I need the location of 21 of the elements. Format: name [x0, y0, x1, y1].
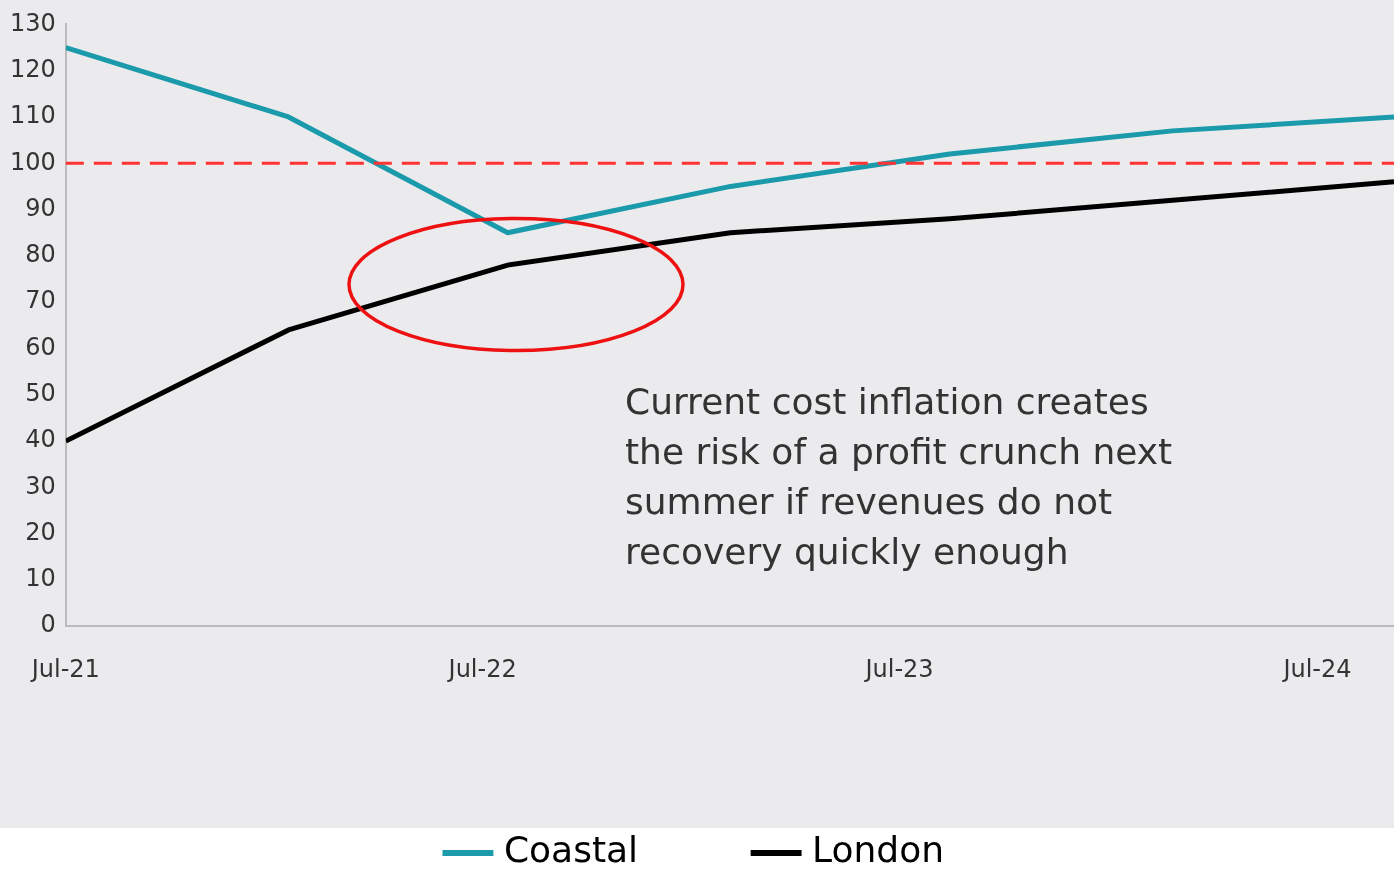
y-tick-label: 100 [10, 147, 56, 176]
y-tick-label: 80 [25, 240, 56, 269]
y-tick-label: 60 [25, 332, 56, 361]
y-tick-label: 120 [10, 54, 56, 83]
legend-label: London [812, 829, 945, 871]
y-tick-label: 0 [40, 610, 56, 639]
y-tick-label: 130 [10, 8, 56, 37]
annotation: Current cost inflation creates the risk of a profit crunch next summer if revenues do not recovery quickly enough [625, 381, 1173, 572]
x-tick-label: Jul-21 [29, 654, 100, 683]
y-tick-label: 70 [25, 286, 56, 315]
y-tick-label: 50 [25, 378, 56, 407]
y-tick-label: 40 [25, 425, 56, 454]
x-tick-label: Jul-23 [863, 654, 934, 683]
y-tick-label: 20 [25, 517, 56, 546]
x-tick-label: Jul-24 [1281, 654, 1352, 683]
legend-label: Coastal [503, 829, 639, 871]
y-tick-label: 10 [25, 564, 56, 593]
y-tick-label: 90 [25, 193, 56, 222]
x-tick-label: Jul-22 [446, 654, 517, 683]
y-tick-label: 30 [25, 471, 56, 500]
y-tick-label: 110 [10, 101, 56, 130]
